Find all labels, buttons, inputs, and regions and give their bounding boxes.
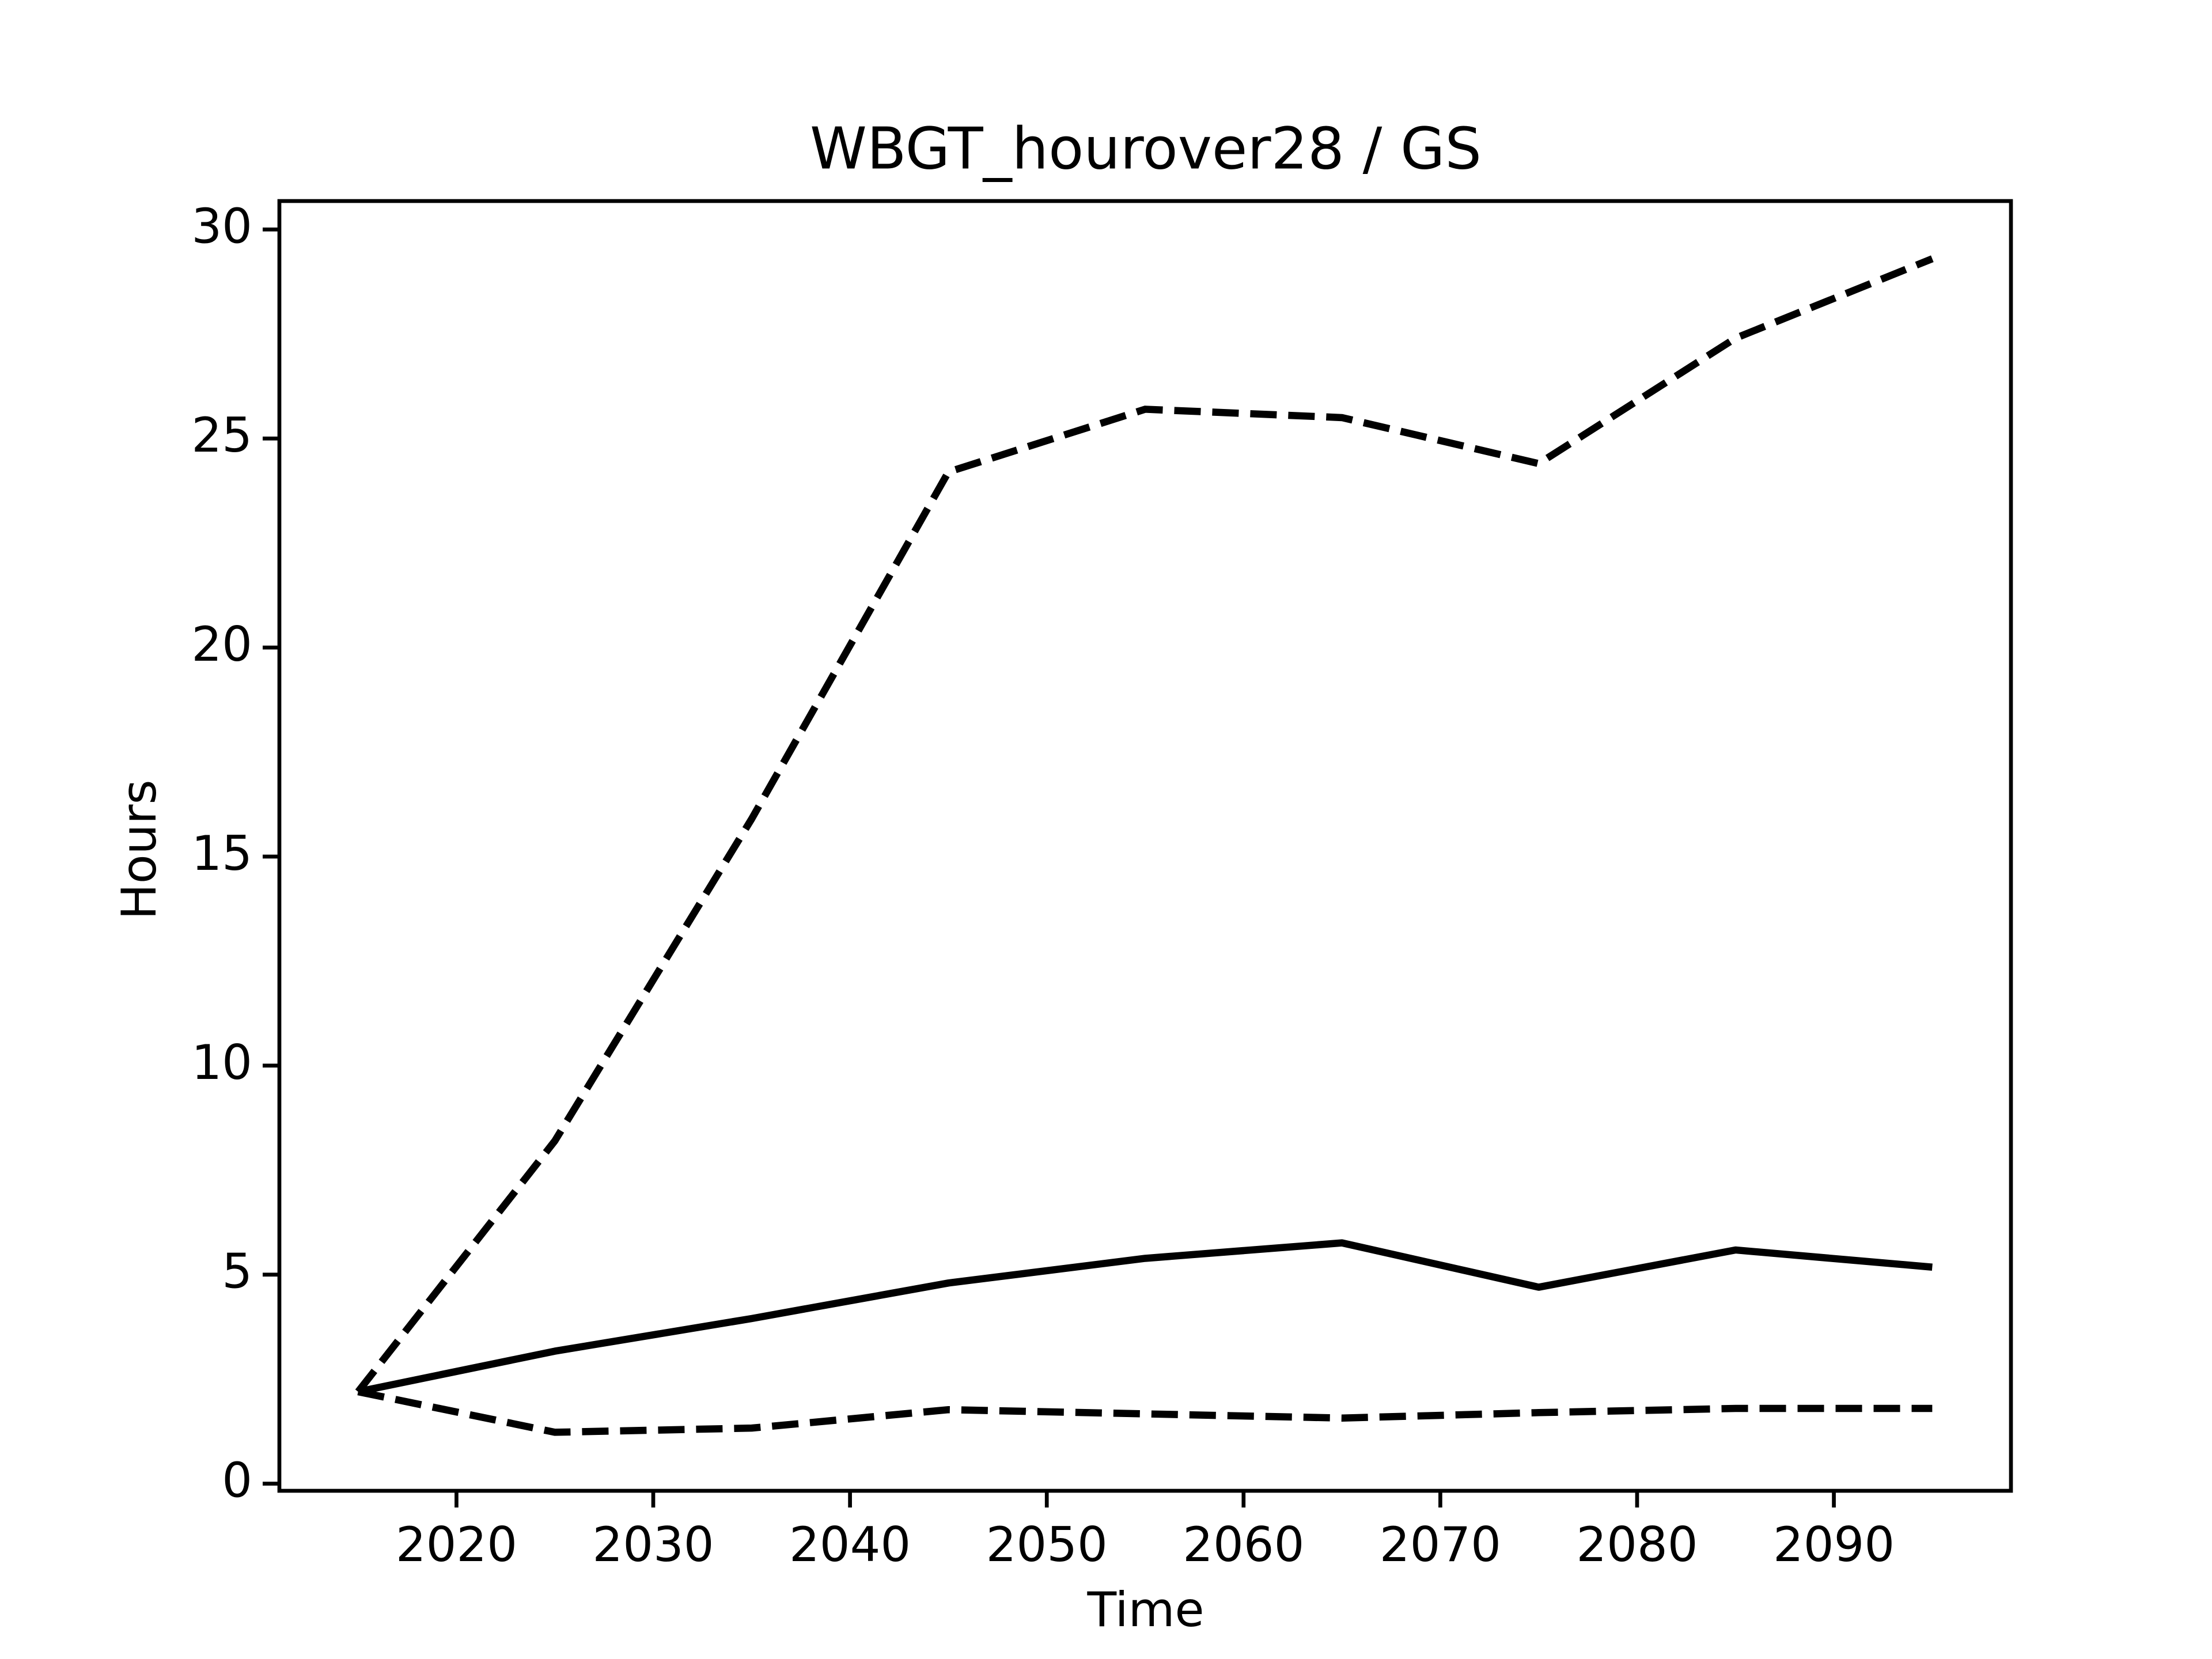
y-tick-label: 30	[191, 198, 252, 254]
x-tick-label: 2090	[1773, 1517, 1895, 1573]
x-tick-label: 2080	[1576, 1517, 1698, 1573]
y-axis-label: Hours	[111, 779, 167, 919]
y-tick-label: 15	[191, 825, 252, 881]
x-tick-label: 2070	[1380, 1517, 1501, 1573]
series-line	[357, 1239, 1933, 1396]
x-tick-label: 2020	[396, 1517, 517, 1573]
y-tick-label: 25	[191, 407, 252, 463]
x-axis-label: Time	[1086, 1582, 1204, 1638]
x-tick-label: 2040	[789, 1517, 911, 1573]
y-tick-label: 10	[191, 1035, 252, 1090]
plot-frame	[277, 199, 2013, 1493]
chart-title: WBGT_hourover28 / GS	[810, 115, 1482, 182]
series-line	[355, 255, 1934, 1394]
x-tick-label: 2030	[592, 1517, 714, 1573]
x-tick-label: 2050	[986, 1517, 1108, 1573]
y-tick-label: 0	[222, 1453, 252, 1509]
y-tick-label: 5	[222, 1244, 252, 1300]
y-tick-label: 20	[191, 616, 252, 672]
series-line	[357, 1388, 1933, 1436]
x-tick-label: 2060	[1183, 1517, 1304, 1573]
